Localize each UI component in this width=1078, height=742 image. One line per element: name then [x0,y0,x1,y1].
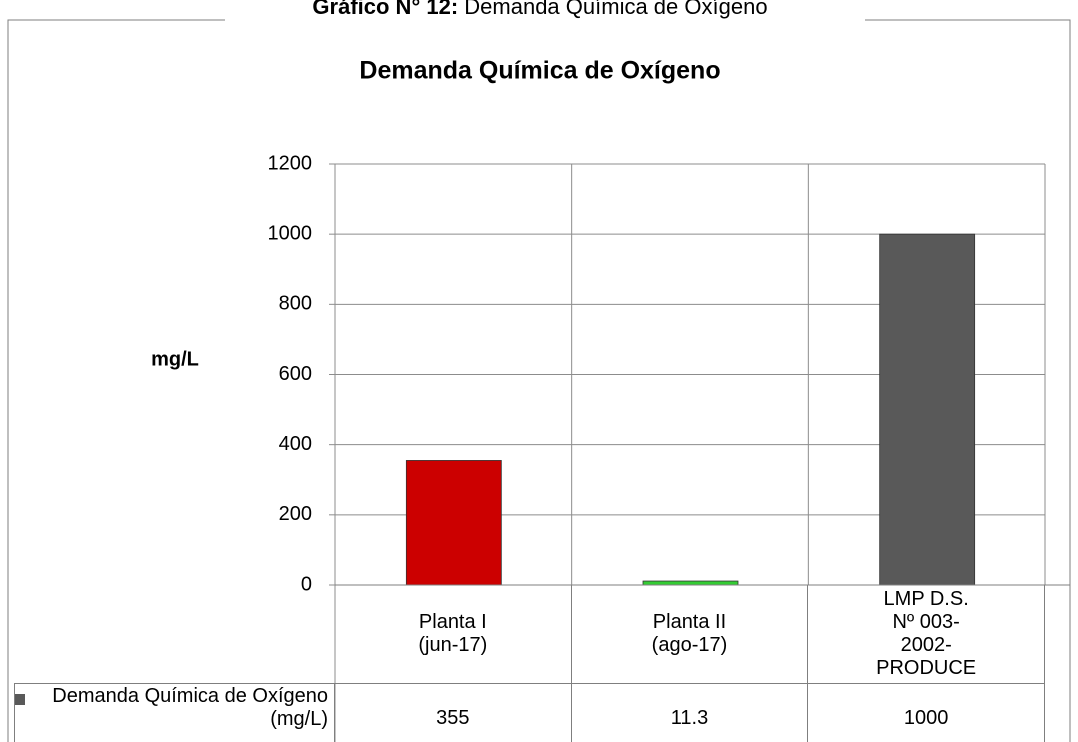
y-tick-label: 1200 [268,152,313,174]
plot: 0 200 400 600 800 1000 1200 [268,152,1070,742]
y-tick-label: 400 [279,433,312,455]
y-axis-label: mg/L [151,348,199,370]
heading-label: Gráfico N° 12: [312,0,458,19]
bar [405,460,502,586]
y-tick-label: 0 [301,573,312,595]
y-tick-label: 800 [279,293,312,315]
bar [879,233,976,586]
category-label: Planta I (jun-17) [335,585,572,683]
table-value: 1000 [808,683,1045,742]
y-tick-label: 1000 [268,222,313,244]
legend-cell: Demanda Química de Oxígeno (mg/L) [14,683,335,742]
table-value: 11.3 [571,683,809,742]
y-tick-label: 600 [279,363,312,385]
table-value: 355 [335,683,572,742]
legend-label: Demanda Química de Oxígeno (mg/L) [52,685,328,730]
heading-text: Demanda Química de Oxígeno [464,0,767,19]
legend-key [15,694,25,705]
category-label: Planta II (ago-17) [572,585,809,683]
chart-title: Demanda Química de Oxígeno [359,57,720,85]
category-label: LMP D.S. Nº 003-2002-PRODUCE [808,585,1045,683]
y-tick-label: 200 [279,503,312,525]
heading: Gráfico N° 12: Demanda Química de Oxígen… [312,0,767,19]
heading-bg [225,0,865,22]
